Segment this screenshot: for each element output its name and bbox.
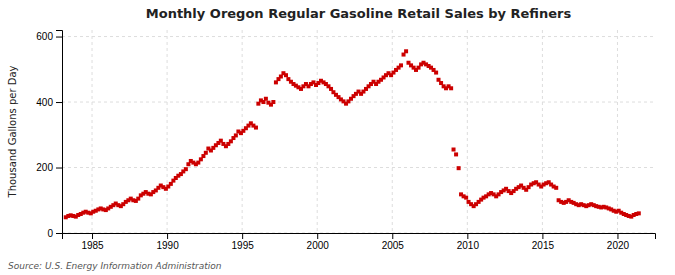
chart: 1985 1990 1995 2000 2005 2010 2015 2020 0 200 400 6… (0, 0, 675, 275)
point (554, 186, 558, 190)
point (404, 49, 408, 53)
point (264, 97, 268, 101)
title: Monthly Oregon Regular Gasoline Retail S… (146, 6, 572, 21)
y-axis: 0 200 400 600 (36, 31, 62, 239)
x-axis: 1985 1990 1995 2000 2005 2010 2015 2020 (63, 233, 656, 251)
point (399, 63, 403, 67)
tick-mark (392, 233, 393, 239)
tick: 2015 (532, 233, 555, 251)
tick-label: 2010 (457, 240, 480, 251)
tick-mark (56, 233, 62, 234)
axis-line (63, 234, 656, 240)
y-axis-label: Thousand Gallons per Day (7, 65, 18, 198)
grid-line (542, 30, 543, 233)
tick-mark (617, 233, 618, 239)
grid-line (167, 30, 168, 233)
tick-label: 2020 (607, 240, 630, 251)
point (434, 71, 438, 75)
point (184, 167, 188, 171)
axis-line (56, 31, 63, 234)
plot-area: 1985 1990 1995 2000 2005 2010 2015 2020 0 200 400 6… (36, 30, 655, 251)
tick-label: 600 (36, 31, 53, 42)
tick-mark (467, 233, 468, 239)
point (464, 196, 468, 200)
point (284, 73, 288, 77)
tick: 2020 (607, 233, 630, 251)
tick: 1990 (156, 233, 179, 251)
tick-label: 1995 (232, 240, 255, 251)
tick-label: 2000 (307, 240, 330, 251)
grid-line (92, 30, 93, 233)
tick-label: 2015 (532, 240, 555, 251)
grid-line (62, 167, 655, 168)
point (637, 211, 641, 215)
tick: 400 (36, 97, 62, 108)
tick-mark (542, 233, 543, 239)
points (64, 49, 641, 219)
point (204, 151, 208, 155)
grid (62, 30, 655, 233)
grid-line (62, 102, 655, 103)
tick-label: 400 (36, 97, 53, 108)
tick-mark (92, 233, 93, 239)
tick-mark (317, 233, 318, 239)
grid-line (62, 36, 655, 37)
grid-line (392, 30, 393, 233)
tick-label: 2005 (382, 240, 405, 251)
source-note: Source: U.S. Energy Information Administ… (8, 261, 222, 271)
point (234, 133, 238, 137)
tick: 2005 (382, 233, 405, 251)
tick-mark (242, 233, 243, 239)
grid-line (317, 30, 318, 233)
tick: 0 (47, 228, 62, 239)
tick-mark (56, 102, 62, 103)
tick: 200 (36, 162, 62, 173)
tick-mark (56, 168, 62, 169)
tick: 2010 (457, 233, 480, 251)
tick-label: 200 (36, 162, 53, 173)
point (254, 126, 258, 130)
tick: 1985 (81, 233, 104, 251)
point (449, 86, 453, 90)
grid-line (617, 30, 618, 233)
tick-label: 1985 (81, 240, 104, 251)
point (271, 100, 275, 104)
tick-mark (56, 37, 62, 38)
tick-label: 1990 (156, 240, 179, 251)
point (454, 152, 458, 156)
tick: 2000 (307, 233, 330, 251)
point (452, 148, 456, 152)
tick: 1995 (232, 233, 255, 251)
tick-mark (167, 233, 168, 239)
tick-label: 0 (47, 228, 53, 239)
tick: 600 (36, 31, 62, 42)
point (457, 166, 461, 170)
